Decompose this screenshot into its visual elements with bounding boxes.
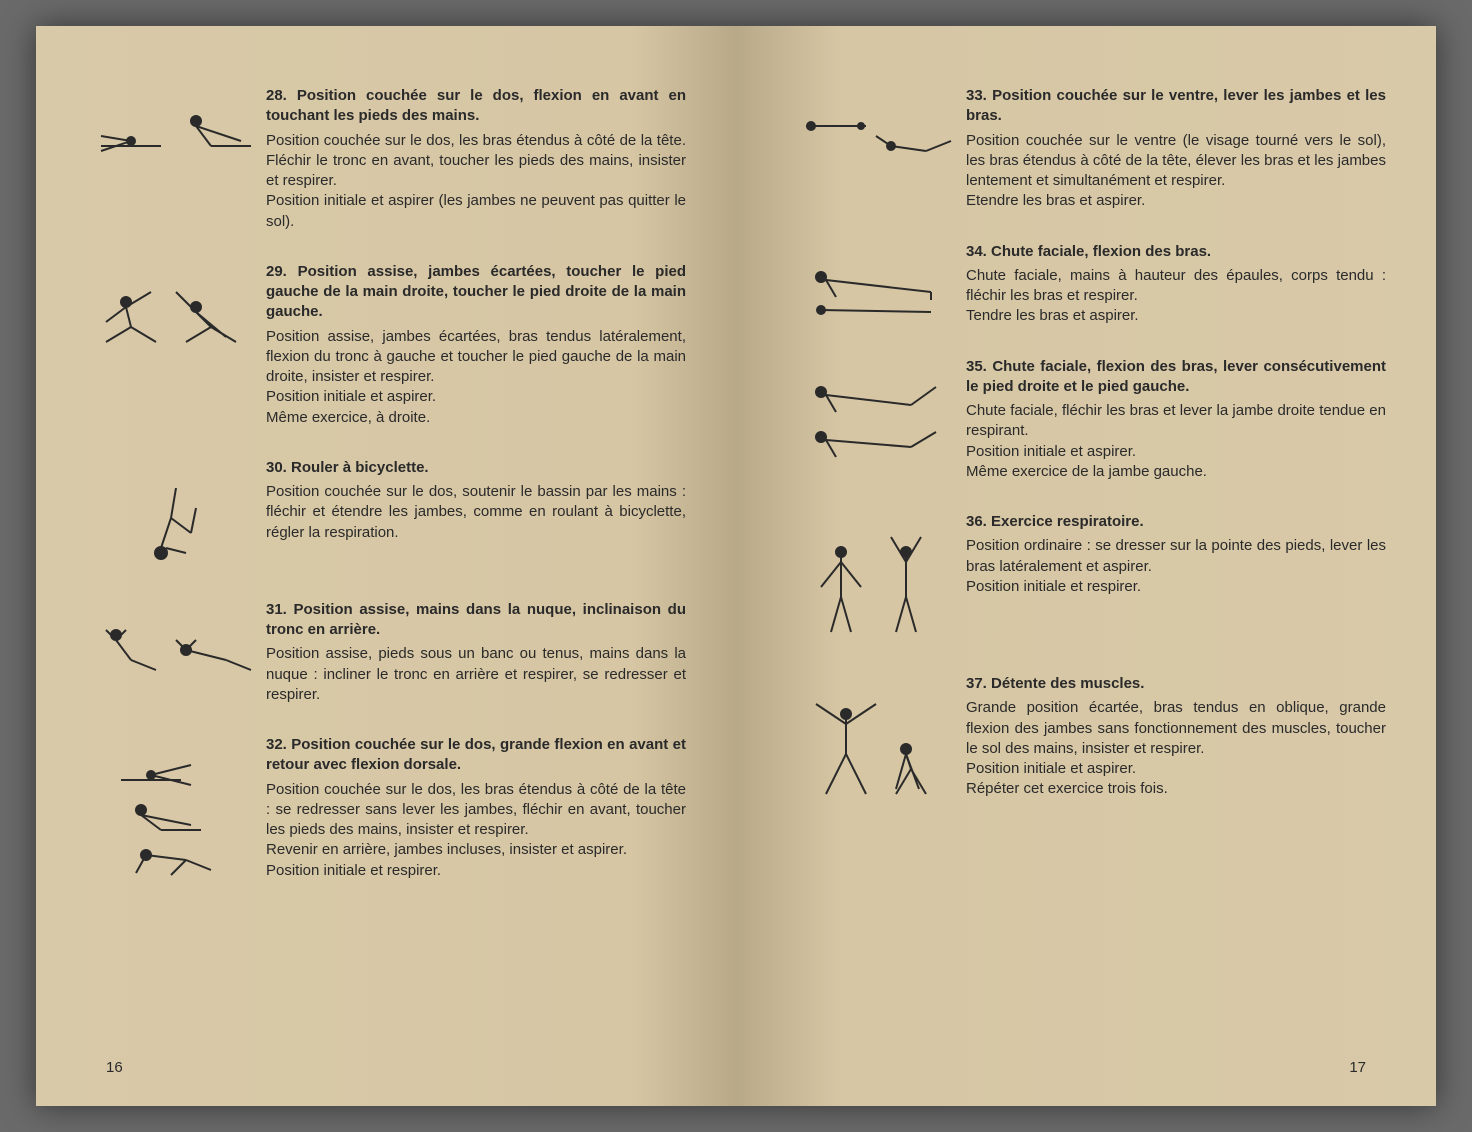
illustration-36 bbox=[786, 512, 966, 650]
exercise-32: 32. Position couchée sur le dos, grande … bbox=[86, 735, 686, 893]
exercise-29: 29. Position assise, jambes écartées, to… bbox=[86, 262, 686, 434]
exercise-body: Position couchée sur le dos, soutenir le… bbox=[266, 482, 686, 543]
page-number-right: 17 bbox=[1349, 1059, 1366, 1076]
illustration-37 bbox=[786, 674, 966, 812]
exercise-title: 33. Position couchée sur le ventre, leve… bbox=[966, 86, 1386, 127]
illustration-28 bbox=[86, 86, 266, 164]
exercise-37: 37. Détente des muscles. Grande position… bbox=[786, 674, 1386, 812]
exercise-body: Chute faciale, mains à hauteur des épaul… bbox=[966, 266, 1386, 327]
illustration-32 bbox=[86, 735, 266, 893]
exercise-title: 37. Détente des muscles. bbox=[966, 674, 1386, 694]
exercise-body: Position assise, pieds sous un banc ou t… bbox=[266, 644, 686, 705]
exercise-body: Position assise, jambes écartées, bras t… bbox=[266, 327, 686, 428]
exercise-title: 34. Chute faciale, flexion des bras. bbox=[966, 242, 1386, 262]
exercise-body: Position couchée sur le dos, les bras ét… bbox=[266, 131, 686, 232]
illustration-33 bbox=[786, 86, 966, 184]
book-spread: 28. Position couchée sur le dos, flexion… bbox=[36, 26, 1436, 1106]
exercise-30: 30. Rouler à bicyclette. Position couché… bbox=[86, 458, 686, 576]
exercise-body: Position ordinaire : se dresser sur la p… bbox=[966, 536, 1386, 597]
exercise-31: 31. Position assise, mains dans la nuque… bbox=[86, 600, 686, 711]
exercise-body: Chute faciale, fléchir les bras et lever… bbox=[966, 401, 1386, 482]
exercise-36: 36. Exercice respiratoire. Position ordi… bbox=[786, 512, 1386, 650]
exercise-body: Grande position écartée, bras tendus en … bbox=[966, 698, 1386, 799]
page-left: 28. Position couchée sur le dos, flexion… bbox=[36, 26, 736, 1106]
page-right: 33. Position couchée sur le ventre, leve… bbox=[736, 26, 1436, 1106]
illustration-34 bbox=[786, 242, 966, 330]
exercise-title: 35. Chute faciale, flexion des bras, lev… bbox=[966, 357, 1386, 398]
exercise-title: 29. Position assise, jambes écartées, to… bbox=[266, 262, 686, 323]
exercise-body: Position couchée sur le dos, les bras ét… bbox=[266, 780, 686, 881]
illustration-29 bbox=[86, 262, 266, 360]
exercise-title: 32. Position couchée sur le dos, grande … bbox=[266, 735, 686, 776]
exercise-28: 28. Position couchée sur le dos, flexion… bbox=[86, 86, 686, 238]
illustration-31 bbox=[86, 600, 266, 688]
exercise-35: 35. Chute faciale, flexion des bras, lev… bbox=[786, 357, 1386, 489]
exercise-body: Position couchée sur le ventre (le visag… bbox=[966, 131, 1386, 212]
exercise-33: 33. Position couchée sur le ventre, leve… bbox=[786, 86, 1386, 218]
illustration-35 bbox=[786, 357, 966, 475]
exercise-title: 36. Exercice respiratoire. bbox=[966, 512, 1386, 532]
exercise-title: 28. Position couchée sur le dos, flexion… bbox=[266, 86, 686, 127]
exercise-34: 34. Chute faciale, flexion des bras. Chu… bbox=[786, 242, 1386, 333]
exercise-title: 30. Rouler à bicyclette. bbox=[266, 458, 686, 478]
exercise-title: 31. Position assise, mains dans la nuque… bbox=[266, 600, 686, 641]
illustration-30 bbox=[86, 458, 266, 576]
page-number-left: 16 bbox=[106, 1059, 123, 1076]
